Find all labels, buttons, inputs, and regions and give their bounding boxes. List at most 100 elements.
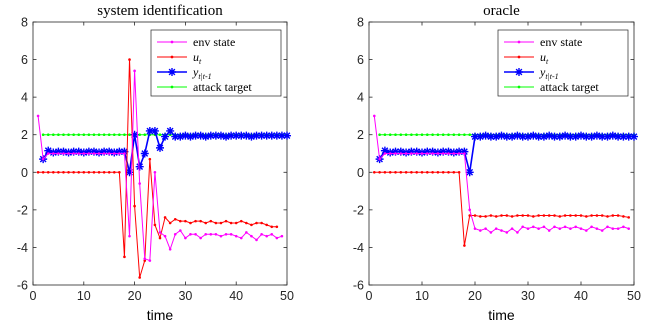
data-point xyxy=(508,132,517,141)
data-point xyxy=(57,170,60,174)
data-point xyxy=(189,221,192,225)
data-point xyxy=(158,236,162,240)
data-point xyxy=(399,170,403,174)
data-point xyxy=(272,131,281,140)
data-point xyxy=(619,132,628,141)
data-point xyxy=(234,221,238,225)
legend-label: yt|t-1 xyxy=(192,65,212,81)
data-point xyxy=(542,225,546,229)
legend-label: env state xyxy=(540,35,582,49)
data-point xyxy=(214,232,218,236)
data-point xyxy=(92,170,96,174)
data-point xyxy=(128,234,131,238)
legend-label: ut xyxy=(193,50,202,66)
data-point xyxy=(82,133,86,137)
data-point xyxy=(524,132,532,141)
legend-label: yt|t-1 xyxy=(539,65,559,81)
data-point xyxy=(550,132,559,141)
data-point xyxy=(579,214,583,217)
data-point xyxy=(245,231,248,234)
x-axis-label: time xyxy=(488,307,515,323)
data-point xyxy=(252,131,261,140)
data-point xyxy=(255,221,258,225)
data-point xyxy=(87,170,91,174)
data-point xyxy=(260,221,263,225)
data-point xyxy=(227,131,236,140)
data-point xyxy=(209,219,213,223)
y-tick-label: 2 xyxy=(21,128,28,142)
data-point xyxy=(394,133,397,137)
data-point xyxy=(500,214,503,217)
data-point xyxy=(415,133,419,137)
data-point xyxy=(624,132,633,141)
data-point xyxy=(383,133,387,137)
data-point xyxy=(148,157,152,161)
data-point xyxy=(436,133,440,137)
x-tick-label: 20 xyxy=(468,289,482,303)
data-point xyxy=(542,214,546,217)
data-point xyxy=(468,133,472,137)
data-point xyxy=(502,132,511,141)
data-point xyxy=(563,225,567,229)
data-point xyxy=(563,214,567,217)
data-point xyxy=(77,152,81,155)
data-point xyxy=(118,133,121,137)
y-tick-label: -6 xyxy=(353,279,364,293)
data-point xyxy=(404,152,408,155)
data-point xyxy=(194,232,197,236)
data-point xyxy=(388,170,392,174)
data-point xyxy=(242,131,251,140)
data-point xyxy=(138,276,141,279)
data-point xyxy=(486,132,495,141)
data-point xyxy=(62,133,65,137)
data-point xyxy=(420,170,424,174)
data-point xyxy=(547,229,551,232)
data-point xyxy=(270,225,274,229)
data-point xyxy=(426,133,429,137)
data-point xyxy=(391,147,400,156)
data-point xyxy=(388,152,392,155)
data-point xyxy=(627,227,630,230)
data-point xyxy=(426,152,429,155)
data-point xyxy=(179,219,182,223)
y-tick-label: 2 xyxy=(357,128,364,142)
data-point xyxy=(67,170,70,174)
data-point xyxy=(574,225,577,229)
data-point xyxy=(513,131,522,140)
data-point xyxy=(410,133,413,137)
data-point xyxy=(120,147,129,156)
data-point xyxy=(452,170,456,174)
data-point xyxy=(606,225,609,229)
data-point xyxy=(394,170,397,174)
data-point xyxy=(497,131,506,140)
legend-entry: attack target xyxy=(504,80,599,94)
data-point xyxy=(229,221,233,225)
data-point xyxy=(72,152,75,155)
data-point xyxy=(143,133,147,137)
data-point xyxy=(590,225,593,229)
data-point xyxy=(123,152,126,155)
data-point xyxy=(161,132,170,141)
data-point xyxy=(492,132,501,141)
x-tick-label: 50 xyxy=(280,289,294,303)
data-point xyxy=(150,126,159,135)
data-point xyxy=(441,133,445,137)
data-point xyxy=(105,147,114,156)
x-tick-label: 40 xyxy=(229,289,243,303)
legend-marker xyxy=(170,55,174,59)
data-point xyxy=(463,133,466,137)
x-tick-label: 30 xyxy=(178,289,192,303)
data-point xyxy=(608,131,617,140)
data-point xyxy=(89,147,98,156)
data-point xyxy=(630,132,638,141)
data-point xyxy=(245,221,248,225)
data-point xyxy=(423,147,432,156)
data-point xyxy=(52,152,55,155)
data-point xyxy=(194,219,197,223)
data-point xyxy=(173,217,177,221)
data-point xyxy=(606,215,609,218)
data-point xyxy=(179,229,182,232)
data-point xyxy=(229,232,233,236)
data-point xyxy=(52,170,55,174)
